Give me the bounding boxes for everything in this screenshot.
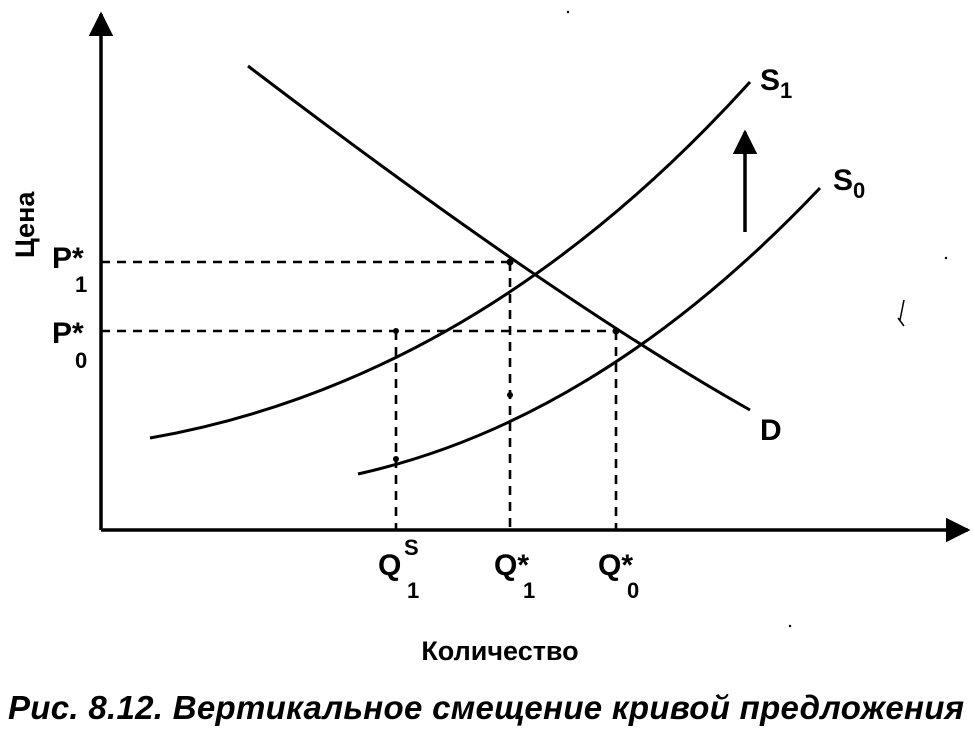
curve-label-s0: S0 (833, 164, 865, 203)
curve-label-d: D (760, 414, 782, 447)
demand-curve (247, 64, 751, 412)
supply-curve-s0 (357, 186, 822, 476)
quantity-label-qs1-sup: S (404, 535, 419, 560)
quantity-label-qs1: Q (378, 549, 401, 582)
price-label-p0-sub: 0 (75, 348, 87, 373)
s1-point-at-p0 (393, 328, 399, 334)
scan-mark (897, 299, 905, 327)
s0-point-at-q1 (507, 392, 513, 398)
scan-dot (944, 256, 948, 260)
price-label-p1: P* (52, 242, 84, 275)
quantity-label-qs1-sub: 1 (407, 578, 419, 603)
supply-curve-s1 (149, 80, 752, 440)
scan-dot (788, 624, 792, 628)
s0-point-at-qs1 (393, 456, 399, 462)
figure-caption: Рис. 8.12. Вертикальное смещение кривой … (8, 689, 965, 726)
quantity-label-q0: Q* (598, 549, 633, 582)
x-axis-title: Количество (421, 636, 578, 666)
equilibrium-point-0 (612, 327, 620, 335)
scan-dot (566, 10, 570, 14)
y-axis-title: Цена (10, 191, 40, 258)
equilibrium-point-1 (506, 258, 514, 266)
quantity-label-q1-sub: 1 (523, 578, 535, 603)
curve-label-s1: S1 (760, 64, 792, 103)
price-label-p0: P* (52, 317, 84, 350)
quantity-label-q1: Q* (494, 549, 529, 582)
price-label-p1-sub: 1 (75, 272, 87, 297)
quantity-label-q0-sub: 0 (627, 578, 639, 603)
supply-shift-diagram: S1 S0 D P* 1 P* 0 Q S 1 Q* 1 Q* 0 Цена К… (10, 10, 971, 666)
